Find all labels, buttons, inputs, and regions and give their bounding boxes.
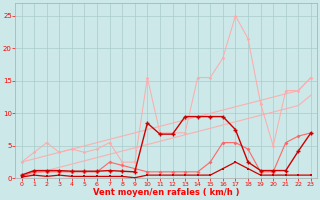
X-axis label: Vent moyen/en rafales ( km/h ): Vent moyen/en rafales ( km/h )	[93, 188, 239, 197]
